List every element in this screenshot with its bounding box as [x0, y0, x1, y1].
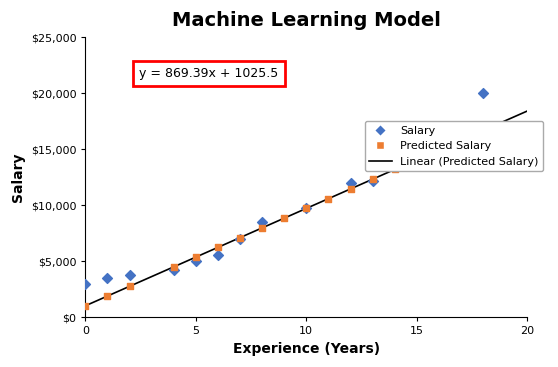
Text: y = 869.39x + 1025.5: y = 869.39x + 1025.5 — [140, 67, 278, 80]
Salary — [214, 252, 223, 258]
Predicted Salary — [368, 176, 377, 182]
Predicted Salary — [324, 196, 333, 201]
Predicted Salary — [191, 254, 200, 260]
Predicted Salary — [479, 128, 488, 134]
Predicted Salary — [103, 293, 112, 299]
Salary — [103, 275, 112, 281]
X-axis label: Experience (Years): Experience (Years) — [233, 342, 380, 356]
Predicted Salary — [214, 244, 223, 250]
Predicted Salary — [125, 283, 134, 289]
Predicted Salary — [390, 167, 399, 172]
Salary — [412, 141, 421, 146]
Salary — [235, 236, 244, 242]
Salary — [302, 204, 311, 210]
Predicted Salary — [412, 157, 421, 163]
Predicted Salary — [169, 264, 178, 270]
Salary — [81, 281, 90, 287]
Salary — [346, 180, 355, 186]
Salary — [368, 178, 377, 184]
Salary — [125, 272, 134, 278]
Salary — [169, 267, 178, 273]
Predicted Salary — [258, 225, 267, 231]
Predicted Salary — [235, 235, 244, 241]
Salary — [258, 219, 267, 225]
Legend: Salary, Predicted Salary, Linear (Predicted Salary): Salary, Predicted Salary, Linear (Predic… — [365, 121, 543, 171]
Predicted Salary — [81, 303, 90, 309]
Predicted Salary — [456, 137, 465, 143]
Predicted Salary — [346, 186, 355, 192]
Predicted Salary — [302, 206, 311, 211]
Title: Machine Learning Model: Machine Learning Model — [172, 11, 441, 30]
Y-axis label: Salary: Salary — [11, 153, 25, 202]
Salary — [191, 258, 200, 264]
Salary — [479, 90, 488, 96]
Predicted Salary — [280, 215, 288, 221]
